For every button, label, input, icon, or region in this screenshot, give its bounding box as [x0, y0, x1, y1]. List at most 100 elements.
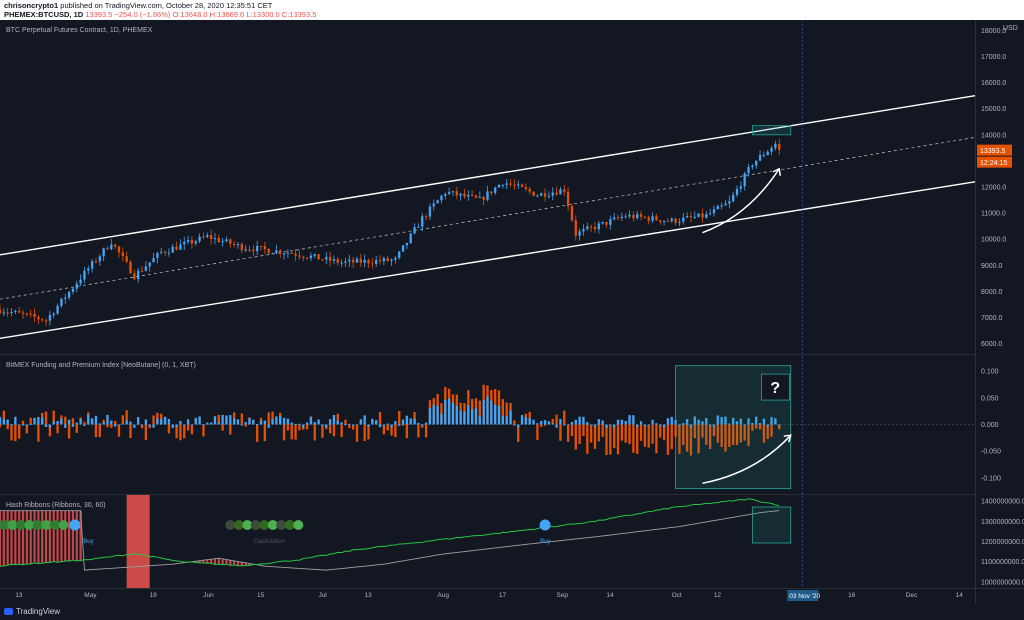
funding-bar	[183, 424, 186, 439]
candle-body	[378, 260, 382, 262]
funding-bar	[221, 424, 224, 431]
funding-bar	[328, 424, 332, 434]
funding-bar	[666, 424, 670, 455]
premium-bar	[75, 422, 78, 425]
candle-body	[279, 250, 282, 254]
premium-bar	[33, 417, 36, 425]
candle-body	[755, 160, 758, 166]
funding-bar	[678, 424, 681, 454]
funding-tick-label: 0.000	[981, 422, 999, 429]
premium-bar	[0, 416, 2, 425]
candle-body	[712, 209, 716, 214]
premium-bar	[436, 405, 439, 425]
hash-pane-title: Hash Ribbons (Ribbons, 30, 60)	[6, 502, 106, 509]
time-tick-label: 16	[848, 592, 856, 599]
funding-bar	[574, 424, 577, 450]
candle-body	[18, 310, 21, 313]
last-price-tag	[977, 144, 1012, 156]
funding-bar	[405, 424, 409, 439]
candle-body	[33, 313, 36, 317]
premium-bar	[520, 415, 524, 425]
recovery-dot	[225, 520, 236, 530]
premium-bar	[302, 424, 305, 428]
candle-body	[156, 252, 159, 259]
candle-body	[171, 246, 174, 253]
funding-bar	[778, 424, 781, 430]
premium-bar	[720, 417, 723, 425]
candle-body	[778, 143, 781, 150]
author-name[interactable]: chrisoncrypto1	[4, 1, 59, 10]
candle-body	[309, 255, 313, 259]
low-value: L:13300.0	[246, 10, 280, 19]
funding-bar	[390, 424, 393, 436]
premium-bar	[574, 419, 577, 425]
candle-body	[570, 206, 574, 221]
funding-bar	[48, 424, 52, 437]
funding-bar	[401, 424, 405, 426]
candle-body	[509, 183, 512, 185]
premium-bar	[708, 424, 712, 426]
funding-bars	[0, 384, 781, 456]
premium-bar	[344, 424, 347, 426]
premium-bar	[655, 423, 658, 425]
premium-bar	[309, 417, 313, 425]
candle-body	[586, 226, 589, 229]
premium-bar	[774, 418, 777, 425]
candle-body	[685, 216, 689, 218]
premium-bar	[125, 420, 128, 425]
time-tick-label: Dec	[906, 592, 918, 599]
candle-body	[482, 197, 485, 200]
premium-bar	[421, 424, 424, 426]
funding-bar	[10, 424, 13, 441]
candle-body	[666, 220, 670, 222]
funding-bar	[739, 424, 742, 443]
premium-bar	[398, 424, 401, 426]
candle-body	[701, 213, 704, 218]
candle-body	[478, 197, 481, 199]
chart-canvas[interactable]: BTC Perpetual Futures Contract, 1D, PHEM…	[0, 20, 1024, 604]
candle-body	[140, 270, 144, 272]
funding-pane-title: BitMEX Funding and Premium Index [NeoBut…	[6, 362, 196, 369]
funding-bar	[152, 415, 155, 425]
price-tick-label: 8000.0	[981, 289, 1003, 296]
premium-bar	[279, 415, 282, 425]
funding-bar	[263, 424, 267, 442]
funding-bar	[37, 424, 40, 442]
premium-bar	[298, 423, 301, 425]
premium-bar	[601, 420, 604, 425]
premium-bar	[167, 418, 171, 425]
premium-bar	[390, 424, 393, 428]
premium-bar	[18, 424, 21, 426]
premium-bar	[121, 423, 124, 425]
funding-bar	[685, 424, 689, 452]
premium-bar	[52, 421, 55, 425]
fast-ma-line	[0, 498, 780, 567]
premium-bar	[29, 423, 32, 425]
time-tick-label: 15	[257, 592, 265, 599]
premium-bar	[582, 416, 585, 425]
candle-body	[417, 226, 420, 228]
candle-body	[221, 241, 224, 243]
premium-bar	[497, 405, 501, 425]
candle-body	[52, 313, 55, 315]
premium-bar	[290, 422, 293, 425]
candle-body	[186, 240, 190, 242]
premium-bar	[328, 419, 332, 425]
candle-body	[447, 192, 451, 194]
hash-highlight-box	[751, 506, 792, 544]
funding-bar	[578, 424, 581, 444]
premium-bar	[735, 421, 739, 425]
candle-body	[532, 191, 535, 196]
candle-body	[190, 240, 194, 244]
premium-bar	[424, 422, 428, 425]
premium-bar	[140, 424, 144, 426]
candle-body	[125, 256, 128, 262]
funding-bar	[655, 424, 658, 454]
tradingview-logo[interactable]: TradingView	[4, 607, 60, 616]
candle-body	[578, 231, 581, 236]
price-pane-title: BTC Perpetual Futures Contract, 1D, PHEM…	[6, 27, 153, 34]
premium-bar	[267, 424, 270, 428]
premium-bar	[766, 424, 769, 427]
candle-body	[194, 241, 197, 244]
candle-body	[739, 186, 742, 189]
